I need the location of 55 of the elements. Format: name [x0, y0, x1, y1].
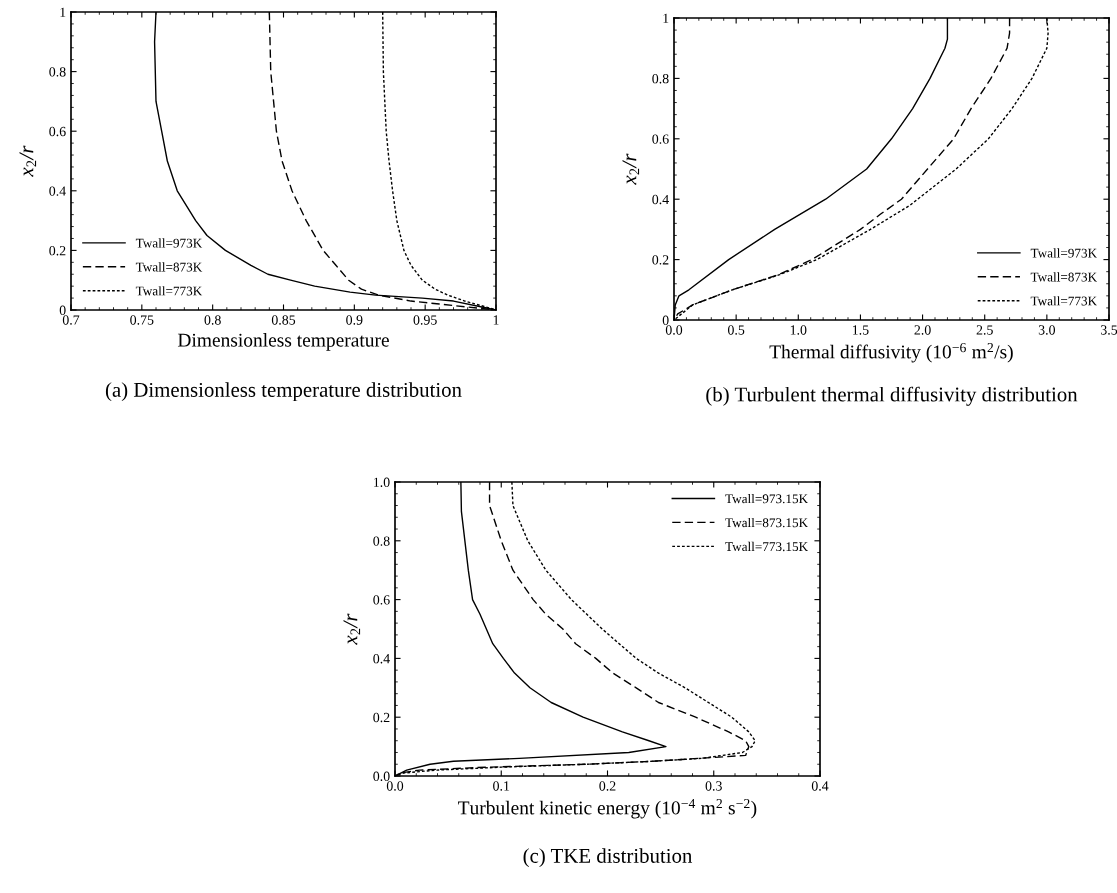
x-axis-title: Dimensionless temperature — [177, 333, 389, 351]
x-tick-label: 1.5 — [852, 325, 869, 335]
x-tick-label: 2.5 — [976, 325, 993, 335]
x-tick-label: 0.9 — [346, 315, 363, 325]
y-tick-label: 0.4 — [652, 194, 669, 205]
x-tick-label: 0.1 — [493, 781, 510, 791]
y-axis-title: x$_{2}$/r — [19, 145, 37, 177]
x-tick-label: 0.0 — [386, 781, 404, 791]
legend-label: Twall=873K — [1030, 272, 1097, 282]
y-tick-label: 0.8 — [373, 536, 390, 546]
x-tick-label: 0.8 — [204, 315, 221, 325]
x-tick-label: 3.0 — [1038, 325, 1056, 335]
x-tick-label: 0.7 — [62, 315, 80, 325]
text: (b) Turbulent thermal diffusivity distribution — [706, 386, 1078, 406]
legend-label: Twall=773K — [1030, 296, 1097, 306]
x-tick-label: 0.5 — [727, 325, 745, 335]
x-tick-label: 0.75 — [130, 315, 154, 325]
x-tick-label: 1.0 — [790, 325, 807, 335]
x-tick-label: 2.0 — [914, 325, 931, 335]
y-tick-label: 1.0 — [374, 477, 390, 488]
legend-label: Twall=973K — [135, 238, 203, 248]
x-tick-label: 0.85 — [271, 315, 296, 325]
x-tick-label: 0.2 — [599, 781, 616, 791]
x-axis-title: Turbulent kinetic energy (10$^{−4}$ m$^{2}$ s$^{−2}$) — [458, 799, 757, 819]
text: (a) Dimensionless temperature distribution — [105, 382, 462, 402]
legend-label: Twall=873.15K — [725, 517, 808, 528]
y-axis-title: x$_{2}$/r — [343, 613, 361, 645]
y-tick-label: 1 — [60, 7, 66, 17]
legend-label: Twall=973.15K — [725, 493, 808, 504]
y-tick-label: 0.8 — [652, 73, 669, 84]
legend-label: Twall=773K — [135, 286, 203, 296]
y-tick-label: 0.6 — [373, 595, 390, 605]
x-tick-label: 3.5 — [1100, 325, 1117, 335]
y-tick-label: 0.8 — [49, 67, 66, 77]
y-tick-label: 0.2 — [373, 712, 390, 723]
y-tick-label: 0.6 — [652, 134, 669, 144]
y-axis-title: x$_{2}$/r — [622, 153, 640, 185]
y-tick-label: 0.6 — [49, 126, 66, 137]
y-tick-label: 0.0 — [373, 771, 390, 782]
legend-label: Twall=773.15K — [725, 541, 808, 552]
y-tick-label: 0 — [59, 305, 66, 315]
x-tick-label: 0.95 — [413, 315, 437, 325]
y-tick-label: 0.2 — [49, 245, 66, 256]
y-tick-label: 0.4 — [373, 653, 390, 664]
y-tick-label: 0.2 — [652, 255, 669, 265]
x-axis-title: Thermal diffusivity (10$^{−6}$ m$^{2}$/s) — [769, 343, 1013, 363]
y-tick-label: 0.4 — [49, 186, 66, 196]
x-tick-label: 0.3 — [705, 781, 722, 791]
text: (c) TKE distribution — [523, 848, 693, 868]
y-tick-label: 1 — [663, 13, 669, 23]
y-tick-label: 0 — [662, 315, 669, 325]
legend-label: Twall=973K — [1030, 248, 1097, 258]
x-tick-label: 0.4 — [811, 781, 829, 791]
legend-label: Twall=873K — [135, 262, 203, 272]
x-tick-label: 1 — [493, 315, 499, 325]
